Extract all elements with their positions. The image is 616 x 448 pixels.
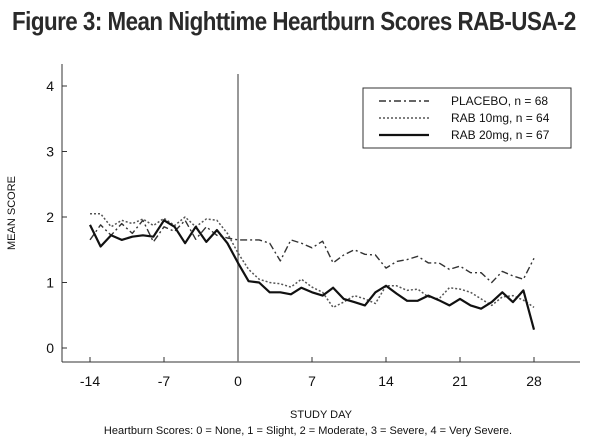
y-tick-label: 2 xyxy=(46,209,54,225)
legend-entry: RAB 20mg, n = 67 xyxy=(451,128,550,142)
series-line-solid xyxy=(89,219,536,330)
y-tick-label: 0 xyxy=(46,340,54,356)
x-tick-label: -7 xyxy=(158,373,171,389)
x-tick-label: 14 xyxy=(378,373,394,389)
series-lines xyxy=(89,212,536,330)
y-tick-label: 4 xyxy=(46,78,54,94)
chart-labels: MEAN SCORE STUDY DAY Heartburn Scores: 0 =… xyxy=(6,176,512,437)
y-tick-label: 3 xyxy=(46,144,54,160)
chart-legend: PLACEBO, n = 68 RAB 10mg, n = 64 RAB 20mg,… xyxy=(362,87,572,149)
legend-entry: PLACEBO, n = 68 xyxy=(451,94,548,108)
x-tick-label: 28 xyxy=(526,373,542,389)
x-tick-label: 21 xyxy=(452,373,468,389)
chart-axes: 0 1 2 3 4 -14 -7 0 7 14 21 28 xyxy=(46,64,580,389)
chart-footnote: Heartburn Scores: 0 = None, 1 = Slight, … xyxy=(104,425,512,437)
series-line-dash-dot xyxy=(89,219,535,284)
legend-entry: RAB 10mg, n = 64 xyxy=(451,111,550,125)
y-tick-label: 1 xyxy=(46,275,54,291)
x-axis-label: STUDY DAY xyxy=(290,409,353,421)
x-tick-label: 0 xyxy=(234,373,242,389)
x-tick-label: -14 xyxy=(80,373,100,389)
x-tick-label: 7 xyxy=(308,373,316,389)
legend-box xyxy=(362,87,572,149)
y-axis-label: MEAN SCORE xyxy=(6,176,18,250)
series-line-dotted xyxy=(90,212,535,309)
figure-title: Figure 3: Mean Nighttime Heartburn Score… xyxy=(12,6,576,36)
